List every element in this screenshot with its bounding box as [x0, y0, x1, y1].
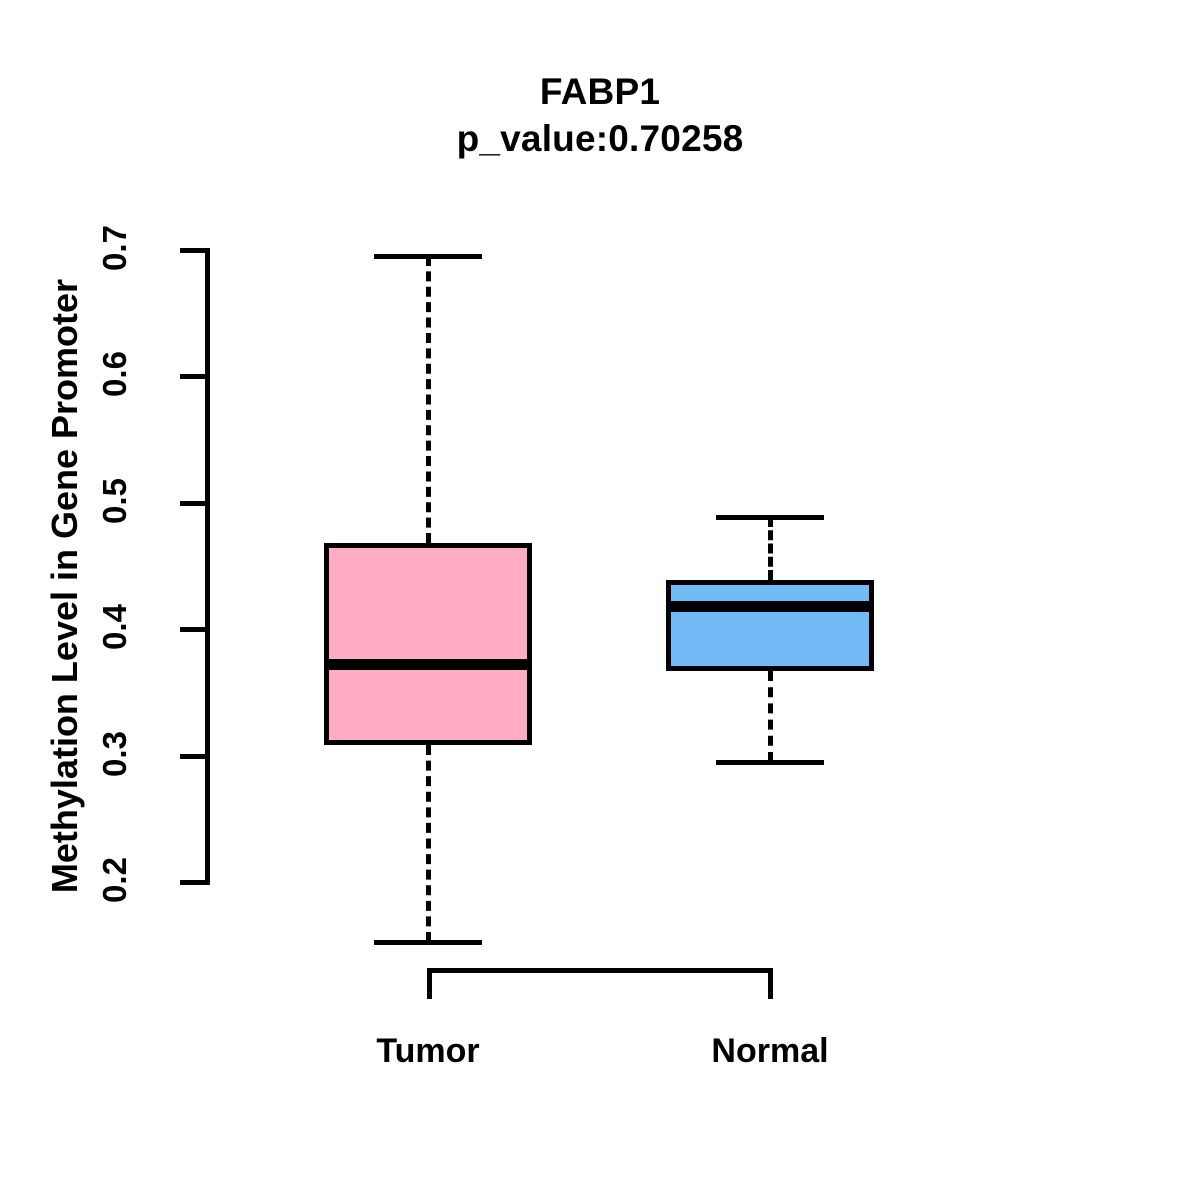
whisker-upper-tumor [426, 255, 431, 543]
y-axis-tick [180, 374, 205, 380]
y-axis-title: Methylation Level in Gene Promoter [44, 278, 85, 894]
x-axis-label-tumor: Tumor [376, 1032, 480, 1070]
median-normal [666, 600, 874, 612]
y-axis-tick-label: 0.3 [96, 730, 133, 777]
whisker-lower-tumor [426, 744, 431, 942]
y-axis-tick [180, 627, 205, 633]
cap-lower-tumor [373, 939, 483, 945]
cap-upper-normal [715, 515, 825, 521]
whisker-upper-normal [768, 517, 773, 581]
page-title: FABP1 [539, 71, 661, 112]
cap-lower-normal [715, 760, 825, 766]
y-axis-tick-label: 0.7 [96, 225, 133, 271]
box-normal [666, 580, 874, 672]
chart-subtitle-pvalue: p_value:0.70258 [456, 118, 744, 160]
whisker-lower-normal [768, 671, 773, 763]
y-axis-tick [180, 248, 205, 253]
x-axis-line [427, 968, 773, 973]
y-axis-line [205, 248, 210, 885]
box-tumor [324, 542, 532, 745]
y-axis-tick [180, 500, 205, 506]
x-axis-end-tick [427, 968, 432, 999]
y-axis-tick-label: 0.4 [96, 604, 133, 651]
chart-title-block: FABP1 p_value:0.70258 [0, 68, 1200, 163]
y-axis-tick-label: 0.2 [96, 857, 133, 903]
median-tumor [324, 658, 532, 670]
x-axis-label-normal: Normal [711, 1032, 829, 1070]
x-axis-end-tick [768, 968, 773, 999]
y-axis-tick [180, 880, 205, 885]
cap-upper-tumor [373, 253, 483, 259]
y-axis-tick-label: 0.6 [96, 351, 133, 398]
y-axis-tick [180, 753, 205, 759]
y-axis-tick-label: 0.5 [96, 477, 133, 524]
